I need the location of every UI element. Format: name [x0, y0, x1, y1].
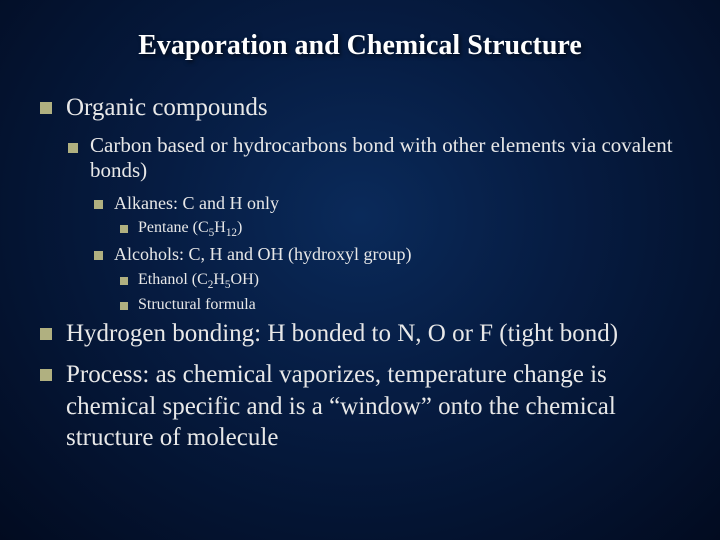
list-item: Structural formula — [120, 295, 680, 315]
square-bullet-icon — [120, 225, 128, 233]
square-bullet-icon — [40, 369, 52, 381]
bullet-text: Alkanes: C and H only — [114, 193, 279, 213]
list-item: Pentane (C5H12) — [120, 218, 680, 240]
formula-mid: H — [213, 271, 225, 288]
bullet-text: Alcohols: C, H and OH (hydroxyl group) — [114, 244, 411, 264]
square-bullet-icon — [40, 102, 52, 114]
formula-post: ) — [237, 219, 242, 236]
list-item: Organic compounds — [40, 92, 680, 123]
formula-post: OH) — [231, 271, 259, 288]
bullet-text: Process: as chemical vaporizes, temperat… — [66, 361, 616, 451]
list-item: Carbon based or hydrocarbons bond with o… — [68, 133, 680, 183]
bullet-text: Ethanol (C2H5OH) — [138, 271, 259, 288]
square-bullet-icon — [68, 143, 78, 153]
slide-container: Evaporation and Chemical Structure Organ… — [0, 0, 720, 483]
list-item: Hydrogen bonding: H bonded to N, O or F … — [40, 318, 680, 349]
square-bullet-icon — [94, 251, 103, 260]
bullet-text: Pentane (C5H12) — [138, 219, 242, 236]
list-item: Ethanol (C2H5OH) — [120, 270, 680, 292]
bullet-text: Organic compounds — [66, 94, 268, 121]
formula-sub: 12 — [226, 227, 237, 239]
formula-pre: Pentane (C — [138, 219, 209, 236]
list-item: Alkanes: C and H only — [94, 192, 680, 215]
square-bullet-icon — [94, 200, 103, 209]
square-bullet-icon — [120, 302, 128, 310]
list-item: Alcohols: C, H and OH (hydroxyl group) — [94, 243, 680, 266]
square-bullet-icon — [40, 328, 52, 340]
bullet-text: Carbon based or hydrocarbons bond with o… — [90, 133, 673, 182]
slide-title: Evaporation and Chemical Structure — [40, 30, 680, 62]
formula-mid: H — [214, 219, 226, 236]
bullet-text: Structural formula — [138, 296, 256, 313]
bullet-list: Organic compounds Carbon based or hydroc… — [40, 92, 680, 453]
bullet-text: Hydrogen bonding: H bonded to N, O or F … — [66, 320, 618, 347]
list-item: Process: as chemical vaporizes, temperat… — [40, 359, 680, 453]
square-bullet-icon — [120, 277, 128, 285]
formula-pre: Ethanol (C — [138, 271, 208, 288]
